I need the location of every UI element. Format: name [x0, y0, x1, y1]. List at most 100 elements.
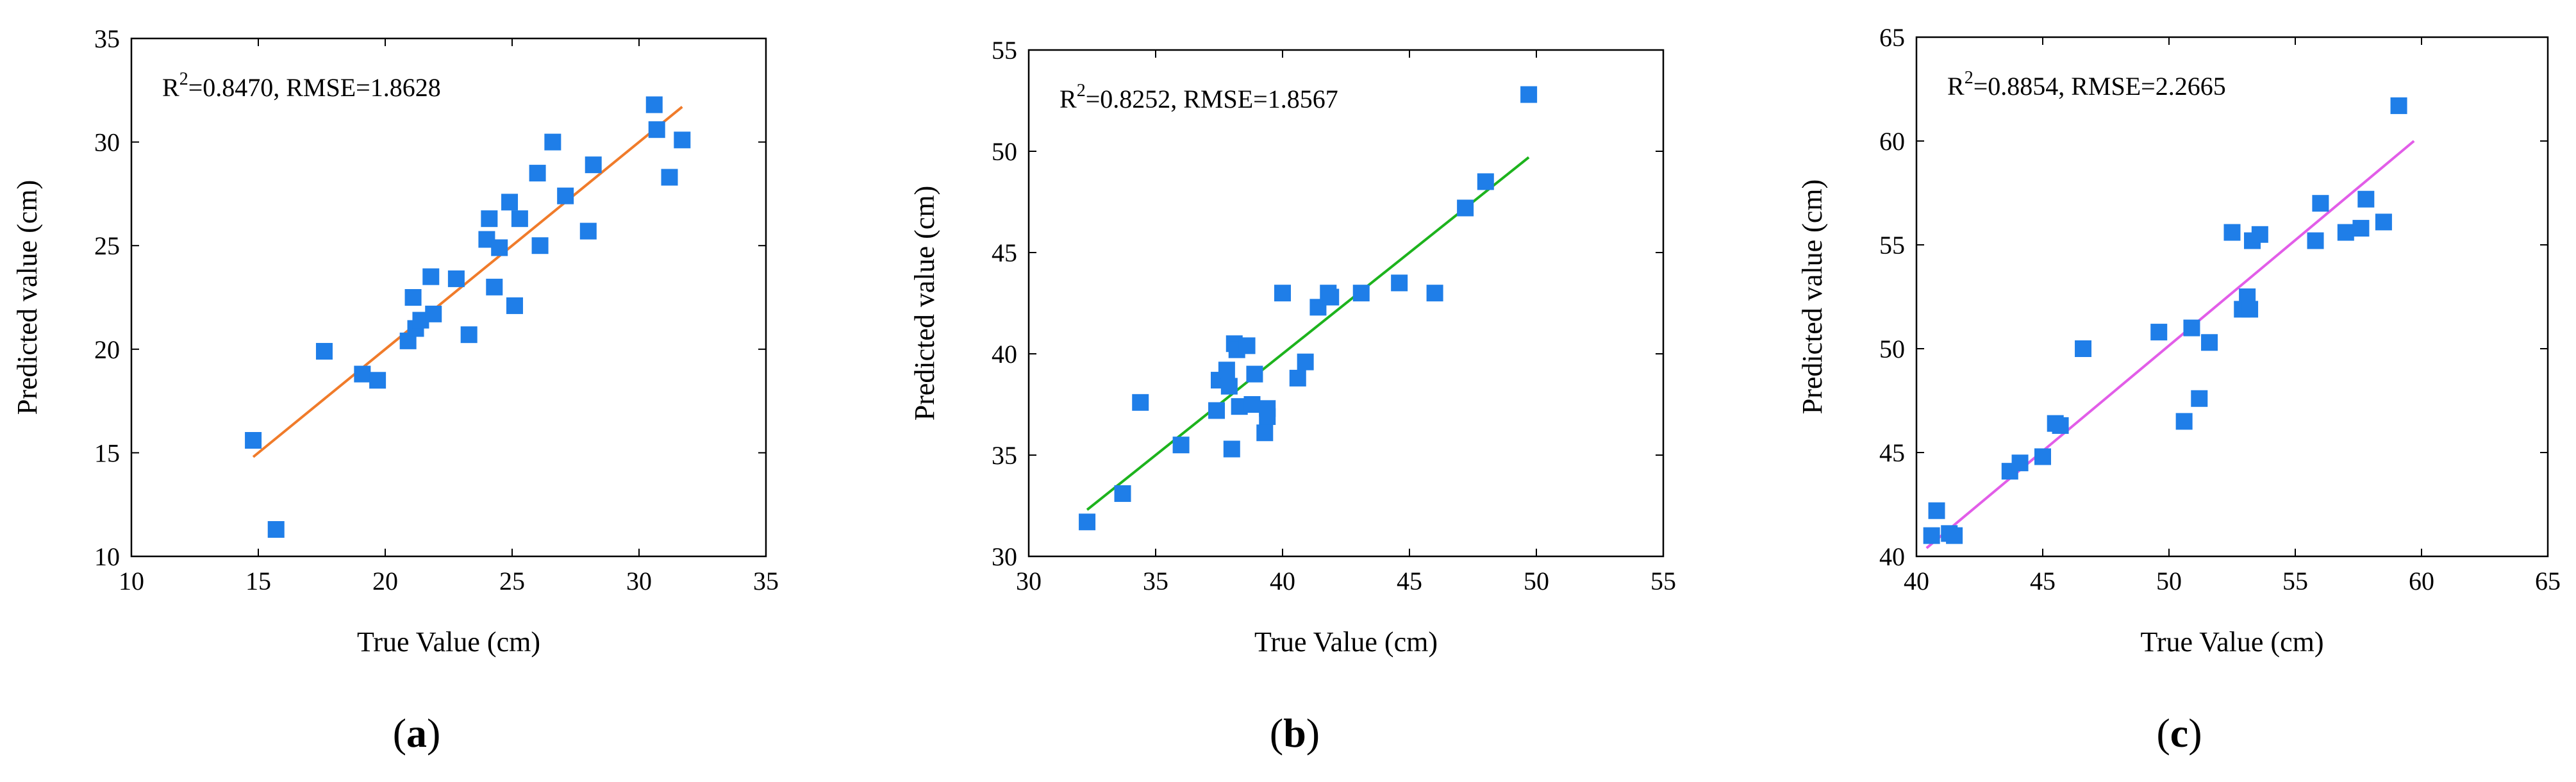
- data-point: [1477, 173, 1494, 190]
- data-point: [1220, 378, 1238, 395]
- data-point: [491, 239, 508, 256]
- panel-label-open: (: [2156, 710, 2170, 756]
- panel-label-letter: a: [406, 710, 427, 756]
- x-tick-label: 50: [2156, 567, 2182, 595]
- data-point: [645, 96, 663, 113]
- y-axis-label: Predicted value (cm): [909, 186, 940, 421]
- x-tick-label: 30: [626, 567, 652, 595]
- x-tick-label: 40: [1270, 567, 1295, 595]
- data-point: [2034, 448, 2051, 465]
- y-tick-label: 15: [94, 438, 120, 467]
- fit-line: [1925, 140, 2415, 549]
- y-tick-label: 30: [992, 542, 1017, 571]
- data-point: [557, 187, 574, 204]
- r-squared-symbol: R: [1059, 85, 1077, 113]
- data-point: [354, 365, 371, 383]
- x-axis-label: True Value (cm): [357, 626, 540, 658]
- data-point: [2150, 324, 2168, 341]
- data-point: [1079, 513, 1096, 531]
- y-tick-label: 25: [94, 231, 120, 260]
- data-point: [1289, 369, 1306, 387]
- data-point: [1923, 527, 1940, 544]
- plot-frame: [130, 37, 767, 558]
- data-point: [2337, 224, 2354, 241]
- panel-label-letter: b: [1283, 710, 1306, 756]
- x-tick-label: 25: [499, 567, 525, 595]
- data-point: [481, 210, 498, 228]
- x-tick-label: 10: [119, 567, 144, 595]
- data-point: [2191, 390, 2208, 407]
- fit-line: [252, 106, 683, 458]
- data-point: [2052, 417, 2069, 434]
- data-point: [1457, 199, 1474, 217]
- y-axis-label: Predicted value (cm): [12, 180, 43, 415]
- x-tick-label: 55: [2282, 567, 2308, 595]
- data-point: [1391, 274, 1408, 292]
- y-axis-label: Predicted value (cm): [1797, 179, 1828, 415]
- data-point: [579, 222, 597, 240]
- data-point: [2352, 220, 2370, 237]
- x-axis-label: True Value (cm): [1254, 626, 1438, 658]
- y-tick-label: 35: [94, 24, 120, 53]
- panel-label-close: ): [2188, 710, 2202, 756]
- y-tick-label: 65: [1879, 23, 1905, 52]
- y-tick-label: 60: [1879, 127, 1905, 156]
- x-tick-label: 45: [1397, 567, 1422, 595]
- data-point: [661, 169, 678, 186]
- data-point: [2390, 97, 2407, 114]
- x-tick-label: 35: [753, 567, 779, 595]
- y-tick-label: 50: [992, 137, 1017, 166]
- panel-label-letter: c: [2170, 710, 2188, 756]
- x-axis-label: True Value (cm): [2141, 626, 2324, 658]
- y-tick-label: 20: [94, 335, 120, 364]
- y-tick-label: 10: [94, 542, 120, 571]
- y-tick-label: 40: [992, 340, 1017, 369]
- x-tick-label: 45: [2030, 567, 2056, 595]
- stats-annotation: R2=0.8470, RMSE=1.8628: [162, 69, 441, 102]
- data-point: [2075, 340, 2092, 357]
- data-point: [245, 432, 262, 449]
- stats-text: =0.8252, RMSE=1.8567: [1086, 85, 1338, 113]
- data-point: [1243, 396, 1261, 413]
- data-point: [425, 305, 442, 322]
- data-point: [1322, 288, 1340, 306]
- data-point: [1238, 337, 1256, 354]
- data-point: [1114, 485, 1131, 503]
- y-tick-label: 30: [94, 128, 120, 157]
- data-point: [1172, 437, 1190, 454]
- x-tick-label: 50: [1524, 567, 1549, 595]
- panel-label-open: (: [1270, 710, 1283, 756]
- data-point: [447, 270, 465, 287]
- stats-text: =0.8854, RMSE=2.2665: [1974, 72, 2226, 101]
- data-point: [1256, 424, 1274, 442]
- data-point: [460, 326, 478, 344]
- x-tick-label: 35: [1143, 567, 1168, 595]
- data-point: [2375, 213, 2392, 231]
- data-point: [404, 289, 422, 306]
- data-point: [369, 372, 386, 389]
- r-squared-superscript: 2: [179, 69, 188, 89]
- data-point: [422, 268, 440, 285]
- data-point: [1426, 285, 1443, 302]
- x-tick-label: 40: [1904, 567, 1929, 595]
- data-point: [2241, 301, 2259, 318]
- panel-label-open: (: [393, 710, 406, 756]
- x-tick-label: 60: [2409, 567, 2434, 595]
- data-point: [1259, 408, 1276, 425]
- chart-panel-a: 10 15 20 25 30 35 10 15 20 25 30 35 True Value (cm) P…: [12, 24, 779, 756]
- data-point: [2011, 454, 2029, 472]
- data-point: [1928, 502, 1945, 519]
- data-point: [2175, 413, 2193, 430]
- data-point: [531, 237, 549, 254]
- x-tick-label: 30: [1016, 567, 1042, 595]
- chart-panel-b: 30 35 40 45 50 55 30 35 40 45 50 55 True Value (cm) P…: [909, 36, 1676, 756]
- data-point: [648, 121, 665, 138]
- y-tick-label: 55: [1879, 231, 1905, 260]
- data-point: [1208, 402, 1226, 419]
- data-point: [2251, 226, 2268, 243]
- x-tick-label: 20: [372, 567, 398, 595]
- r-squared-symbol: R: [162, 73, 179, 102]
- y-tick-label: 50: [1879, 335, 1905, 363]
- fit-line: [1086, 156, 1530, 511]
- data-point: [1352, 285, 1370, 302]
